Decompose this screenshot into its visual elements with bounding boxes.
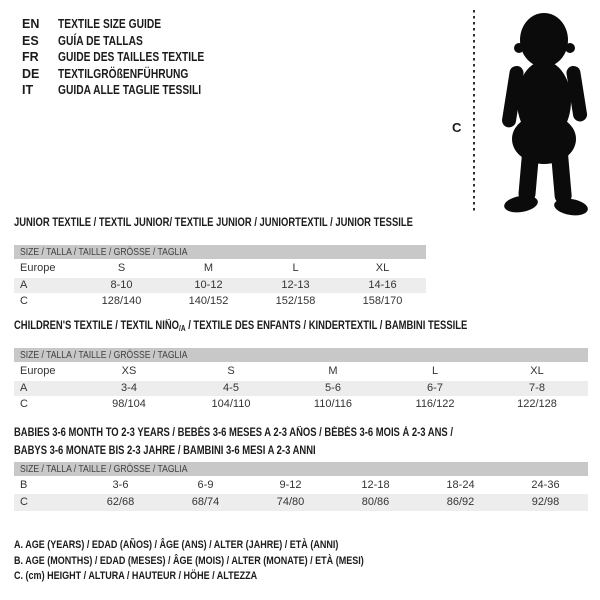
row-label: A	[20, 279, 28, 291]
cell: 158/170	[362, 295, 403, 307]
size-header-text: SIZE / TALLA / TAILLE / GRÖSSE / TAGLIA	[20, 349, 188, 361]
table-row: B 3-6 6-9 9-12 12-18 18-24 24-36	[14, 476, 588, 494]
junior-title-text: JUNIOR TEXTILE / TEXTIL JUNIOR/ TEXTILE …	[14, 217, 413, 229]
table-row: C 62/68 68/74 74/80 80/86 86/92 92/98	[14, 494, 588, 511]
cell: 92/98	[531, 496, 560, 508]
cell: 68/74	[191, 496, 220, 508]
cell: 3-6	[112, 479, 129, 491]
cell: 6-9	[197, 479, 214, 491]
col-header: S	[117, 262, 126, 274]
cell: 3-4	[121, 382, 137, 394]
table-row: C 98/104 104/110 110/116 116/122 122/128	[14, 396, 588, 412]
col-header: L	[431, 365, 439, 377]
table-row: A 3-4 4-5 5-6 6-7 7-8	[14, 381, 588, 396]
children-title-subscript: /A	[179, 324, 186, 333]
babies-title-line2: BABYS 3-6 MONATE BIS 2-3 JAHRE / BAMBINI…	[14, 445, 316, 457]
col-header: M	[203, 262, 214, 274]
language-list: EN TEXTILE SIZE GUIDE ES GUÍA DE TALLAS …	[22, 16, 236, 99]
cell: 98/104	[112, 398, 146, 410]
legend-line-b: B. AGE (MONTHS) / EDAD (MESES) / ÂGE (MO…	[14, 554, 364, 567]
baby-silhouette-figure: C	[452, 10, 588, 216]
size-header-bar: SIZE / TALLA / TAILLE / GRÖSSE / TAGLIA	[14, 462, 588, 476]
cell: 8-10	[110, 279, 133, 291]
language-row-it: IT GUIDA ALLE TAGLIE TESSILI	[22, 82, 236, 99]
language-title: TEXTILGRÖßENFÜHRUNG	[58, 66, 189, 81]
cell: 10-12	[194, 279, 223, 291]
table-row: Europe XS S M L XL	[14, 362, 588, 381]
col-header: XL	[530, 365, 544, 377]
cell: 4-5	[223, 382, 239, 394]
junior-size-table: SIZE / TALLA / TAILLE / GRÖSSE / TAGLIA …	[14, 245, 426, 309]
cell: 12-18	[361, 479, 390, 491]
language-code: FR	[22, 50, 39, 65]
col-header: Europe	[20, 262, 56, 274]
height-label: C	[452, 120, 462, 135]
table-row: Europe S M L XL	[14, 259, 426, 278]
cell: 14-16	[368, 279, 397, 291]
cell: 140/152	[188, 295, 229, 307]
language-code: ES	[22, 33, 39, 48]
col-header: XL	[375, 262, 390, 274]
children-title-pre: CHILDREN'S TEXTILE / TEXTIL NIÑO	[14, 320, 180, 332]
cell: 122/128	[517, 398, 557, 410]
cell: 12-13	[281, 279, 310, 291]
legend-line-a: A. AGE (YEARS) / EDAD (AÑOS) / ÂGE (ANS)…	[14, 539, 339, 551]
cell: 116/122	[415, 398, 455, 410]
cell: 74/80	[276, 496, 305, 508]
babies-size-table: SIZE / TALLA / TAILLE / GRÖSSE / TAGLIA …	[14, 462, 588, 511]
cell: 5-6	[325, 382, 341, 394]
col-header: S	[227, 365, 235, 377]
legend-line-c: C. (cm) HEIGHT / ALTURA / HAUTEUR / HÖHE…	[14, 570, 258, 582]
size-header-bar: SIZE / TALLA / TAILLE / GRÖSSE / TAGLIA	[14, 348, 588, 362]
cell: 62/68	[106, 496, 135, 508]
col-header: Europe	[20, 365, 56, 377]
size-header-text: SIZE / TALLA / TAILLE / GRÖSSE / TAGLIA	[20, 463, 188, 475]
baby-silhouette	[502, 13, 588, 216]
cell: 9-12	[279, 479, 302, 491]
language-row-es: ES GUÍA DE TALLAS	[22, 33, 236, 50]
cell: 152/158	[275, 295, 316, 307]
language-title: GUÍA DE TALLAS	[58, 33, 143, 48]
language-title: GUIDA ALLE TAGLIE TESSILI	[58, 83, 202, 98]
junior-section-title: JUNIOR TEXTILE / TEXTIL JUNIOR/ TEXTILE …	[14, 217, 500, 230]
row-label: C	[20, 398, 28, 410]
children-title-post: / TEXTILE DES ENFANTS / KINDERTEXTIL / B…	[185, 320, 468, 332]
cell: 86/92	[446, 496, 475, 508]
language-title: TEXTILE SIZE GUIDE	[58, 17, 162, 31]
children-title-text: CHILDREN'S TEXTILE / TEXTIL NIÑO/A / TEX…	[14, 320, 467, 335]
table-row: C 128/140 140/152 152/158 158/170	[14, 293, 426, 309]
language-code: EN	[22, 17, 40, 31]
cell: 80/86	[361, 496, 390, 508]
language-title: GUIDE DES TAILLES TEXTILE	[58, 50, 205, 65]
row-label: B	[20, 479, 28, 491]
row-label: C	[20, 496, 28, 508]
cell: 104/110	[211, 398, 251, 410]
language-row-en: EN TEXTILE SIZE GUIDE	[22, 16, 236, 33]
cell: 7-8	[529, 382, 545, 394]
children-section-title: CHILDREN'S TEXTILE / TEXTIL NIÑO/A / TEX…	[14, 320, 567, 335]
row-label: C	[20, 295, 28, 307]
col-header: XS	[121, 365, 137, 377]
col-header: L	[292, 262, 299, 274]
language-row-fr: FR GUIDE DES TAILLES TEXTILE	[22, 49, 236, 66]
language-code: DE	[22, 66, 40, 81]
cell: 110/116	[313, 398, 353, 410]
size-header-text: SIZE / TALLA / TAILLE / GRÖSSE / TAGLIA	[20, 246, 188, 258]
cell: 24-36	[531, 479, 560, 491]
size-header-bar: SIZE / TALLA / TAILLE / GRÖSSE / TAGLIA	[14, 245, 426, 259]
table-row: A 8-10 10-12 12-13 14-16	[14, 278, 426, 293]
legend: A. AGE (YEARS) / EDAD (AÑOS) / ÂGE (ANS)…	[14, 538, 441, 585]
cell: 128/140	[101, 295, 142, 307]
children-size-table: SIZE / TALLA / TAILLE / GRÖSSE / TAGLIA …	[14, 348, 588, 412]
language-row-de: DE TEXTILGRÖßENFÜHRUNG	[22, 66, 236, 83]
row-label: A	[20, 382, 28, 394]
babies-section-title: BABIES 3-6 MONTH TO 2-3 YEARS / BEBÉS 3-…	[14, 424, 549, 460]
language-code: IT	[22, 83, 34, 98]
babies-title-line1: BABIES 3-6 MONTH TO 2-3 YEARS / BEBÉS 3-…	[14, 427, 453, 439]
cell: 6-7	[427, 382, 443, 394]
cell: 18-24	[446, 479, 475, 491]
col-header: M	[328, 365, 338, 377]
